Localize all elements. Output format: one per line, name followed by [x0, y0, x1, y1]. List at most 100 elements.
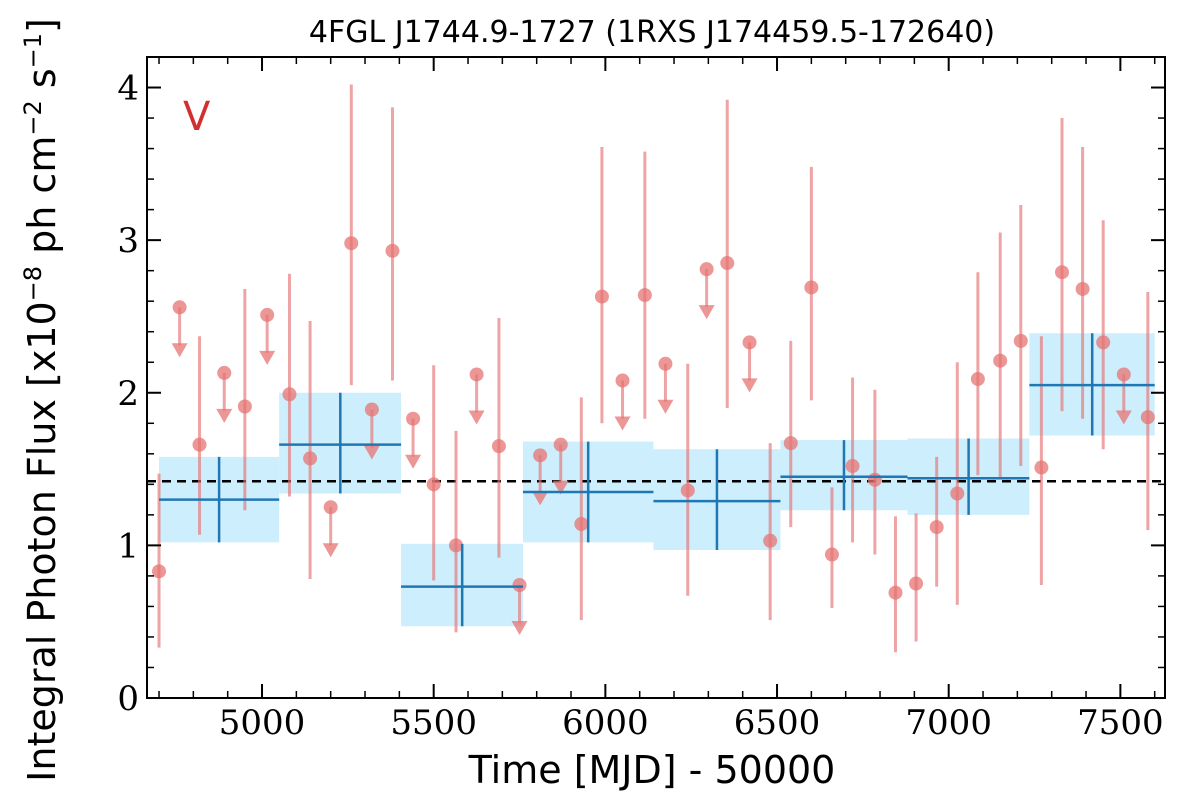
x-axis-label: Time [MJD] - 50000 — [468, 748, 836, 792]
y-axis-label-end: ] — [20, 18, 64, 33]
bin-cross — [780, 440, 908, 511]
data-point — [783, 340, 798, 528]
upper-limit-marker — [533, 448, 548, 463]
bin-cross — [1029, 333, 1155, 436]
bin-cross — [279, 392, 402, 494]
upper-limit-arrow — [405, 454, 422, 469]
point-marker — [303, 451, 318, 466]
data-point — [888, 516, 903, 653]
upper-limit-marker — [512, 578, 527, 593]
data-point — [491, 317, 506, 558]
y-axis-label: Integral Photon Flux [x10−8 ph cm−2 s−1] — [19, 18, 64, 782]
point-marker — [1034, 460, 1049, 475]
point-marker — [993, 353, 1008, 368]
point-marker — [909, 576, 924, 591]
point-marker — [1054, 265, 1069, 280]
y-axis-label-text: Integral Photon Flux [x10 — [20, 301, 64, 782]
point-marker — [867, 472, 882, 487]
point-marker — [888, 585, 903, 600]
chart-title: 4FGL J1744.9-1727 (1RXS J174459.5-172640… — [309, 15, 995, 50]
data-point — [993, 232, 1008, 479]
data-point — [1075, 147, 1090, 419]
upper-limit-marker — [742, 335, 757, 350]
upper-limit — [698, 262, 715, 320]
data-point — [1054, 118, 1069, 412]
data-point — [426, 365, 441, 581]
x-tick-label: 7000 — [905, 703, 992, 743]
upper-limit-marker — [172, 300, 187, 315]
upper-limit-marker — [260, 307, 275, 322]
data-point — [763, 443, 778, 621]
x-tick-label: 7500 — [1077, 703, 1164, 743]
point-marker — [344, 236, 359, 251]
upper-limit-marker — [406, 411, 421, 426]
data-point — [845, 377, 860, 543]
x-tick-labels: 5000 5500 6000 6500 7000 7500 — [219, 703, 1164, 743]
point-marker — [845, 459, 860, 474]
data-point — [594, 147, 609, 424]
upper-limit — [532, 448, 549, 506]
y-tick-label: 1 — [117, 526, 139, 566]
upper-limit-arrow — [552, 480, 569, 495]
upper-limit-arrow — [511, 621, 528, 636]
upper-limit — [363, 402, 380, 460]
plot-frame — [146, 56, 1166, 699]
data-point — [970, 272, 985, 476]
data-point — [574, 397, 589, 621]
point-marker — [152, 564, 167, 579]
upper-limit — [216, 365, 233, 423]
point-marker — [1096, 335, 1111, 350]
upper-limit-arrow — [1115, 410, 1132, 425]
y-axis-label-mid2: s — [20, 68, 64, 100]
y-tick-labels: 0 1 2 3 4 — [117, 69, 139, 719]
bin-cross — [653, 449, 781, 550]
y-tick-label: 4 — [117, 69, 139, 109]
point-marker — [1140, 410, 1155, 425]
bin-cross — [401, 543, 523, 627]
data-point — [344, 84, 359, 386]
point-marker — [929, 520, 944, 535]
point-marker — [1013, 333, 1028, 348]
point-marker — [763, 533, 778, 548]
data-point — [385, 107, 400, 381]
upper-limit-arrow — [322, 543, 339, 558]
data-point — [824, 487, 839, 608]
data-point — [1013, 205, 1028, 467]
data-point-layer — [152, 84, 1155, 653]
upper-limit-marker — [699, 262, 714, 277]
y-axis-label-exp3: −1 — [19, 33, 47, 68]
x-tick-label: 6500 — [734, 703, 821, 743]
upper-limit — [468, 367, 485, 425]
data-point — [1034, 336, 1049, 586]
y-axis-label-exp1: −8 — [19, 266, 47, 301]
data-point — [637, 151, 652, 419]
point-marker — [637, 288, 652, 303]
point-marker — [720, 256, 735, 271]
point-marker — [282, 387, 297, 402]
data-point — [804, 166, 819, 401]
upper-limit-arrow — [259, 350, 276, 365]
point-marker — [426, 477, 441, 492]
data-point — [303, 321, 318, 579]
upper-limit — [511, 578, 528, 636]
bin-cross — [907, 438, 1030, 515]
upper-limit — [741, 335, 758, 393]
y-axis-label-exp2: −2 — [19, 100, 47, 135]
data-point — [282, 273, 297, 497]
bin-fill-layer — [159, 333, 1155, 627]
data-point — [1096, 220, 1111, 450]
point-marker — [950, 486, 965, 501]
upper-limit-arrow — [171, 343, 188, 358]
upper-limit-arrow — [363, 445, 380, 460]
x-tick-label: 5500 — [390, 703, 477, 743]
upper-limit-arrow — [532, 491, 549, 506]
data-point — [950, 362, 965, 605]
upper-limit-marker — [553, 437, 568, 452]
upper-limit-marker — [217, 365, 232, 380]
point-marker — [804, 280, 819, 295]
upper-limit-marker — [323, 500, 338, 515]
point-marker — [192, 437, 207, 452]
data-point — [1140, 292, 1155, 531]
upper-limit-arrow — [468, 410, 485, 425]
